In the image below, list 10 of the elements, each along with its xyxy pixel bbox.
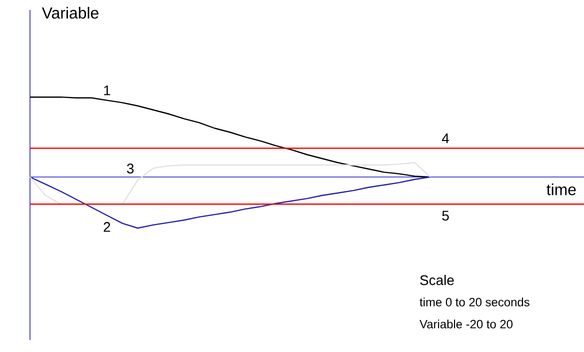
y-axis-title: Variable [42,6,98,19]
text: time 0 to 20 seconds [420,298,530,306]
text: Scale [420,274,454,286]
series-label: 2 [104,222,110,232]
series-label: 4 [442,134,449,144]
series-label: 1 [104,86,110,96]
series-label: 3 [126,164,134,174]
annotation: time [546,184,576,196]
series-label: 5 [442,210,449,221]
text: Variable -20 to 20 [420,320,513,328]
